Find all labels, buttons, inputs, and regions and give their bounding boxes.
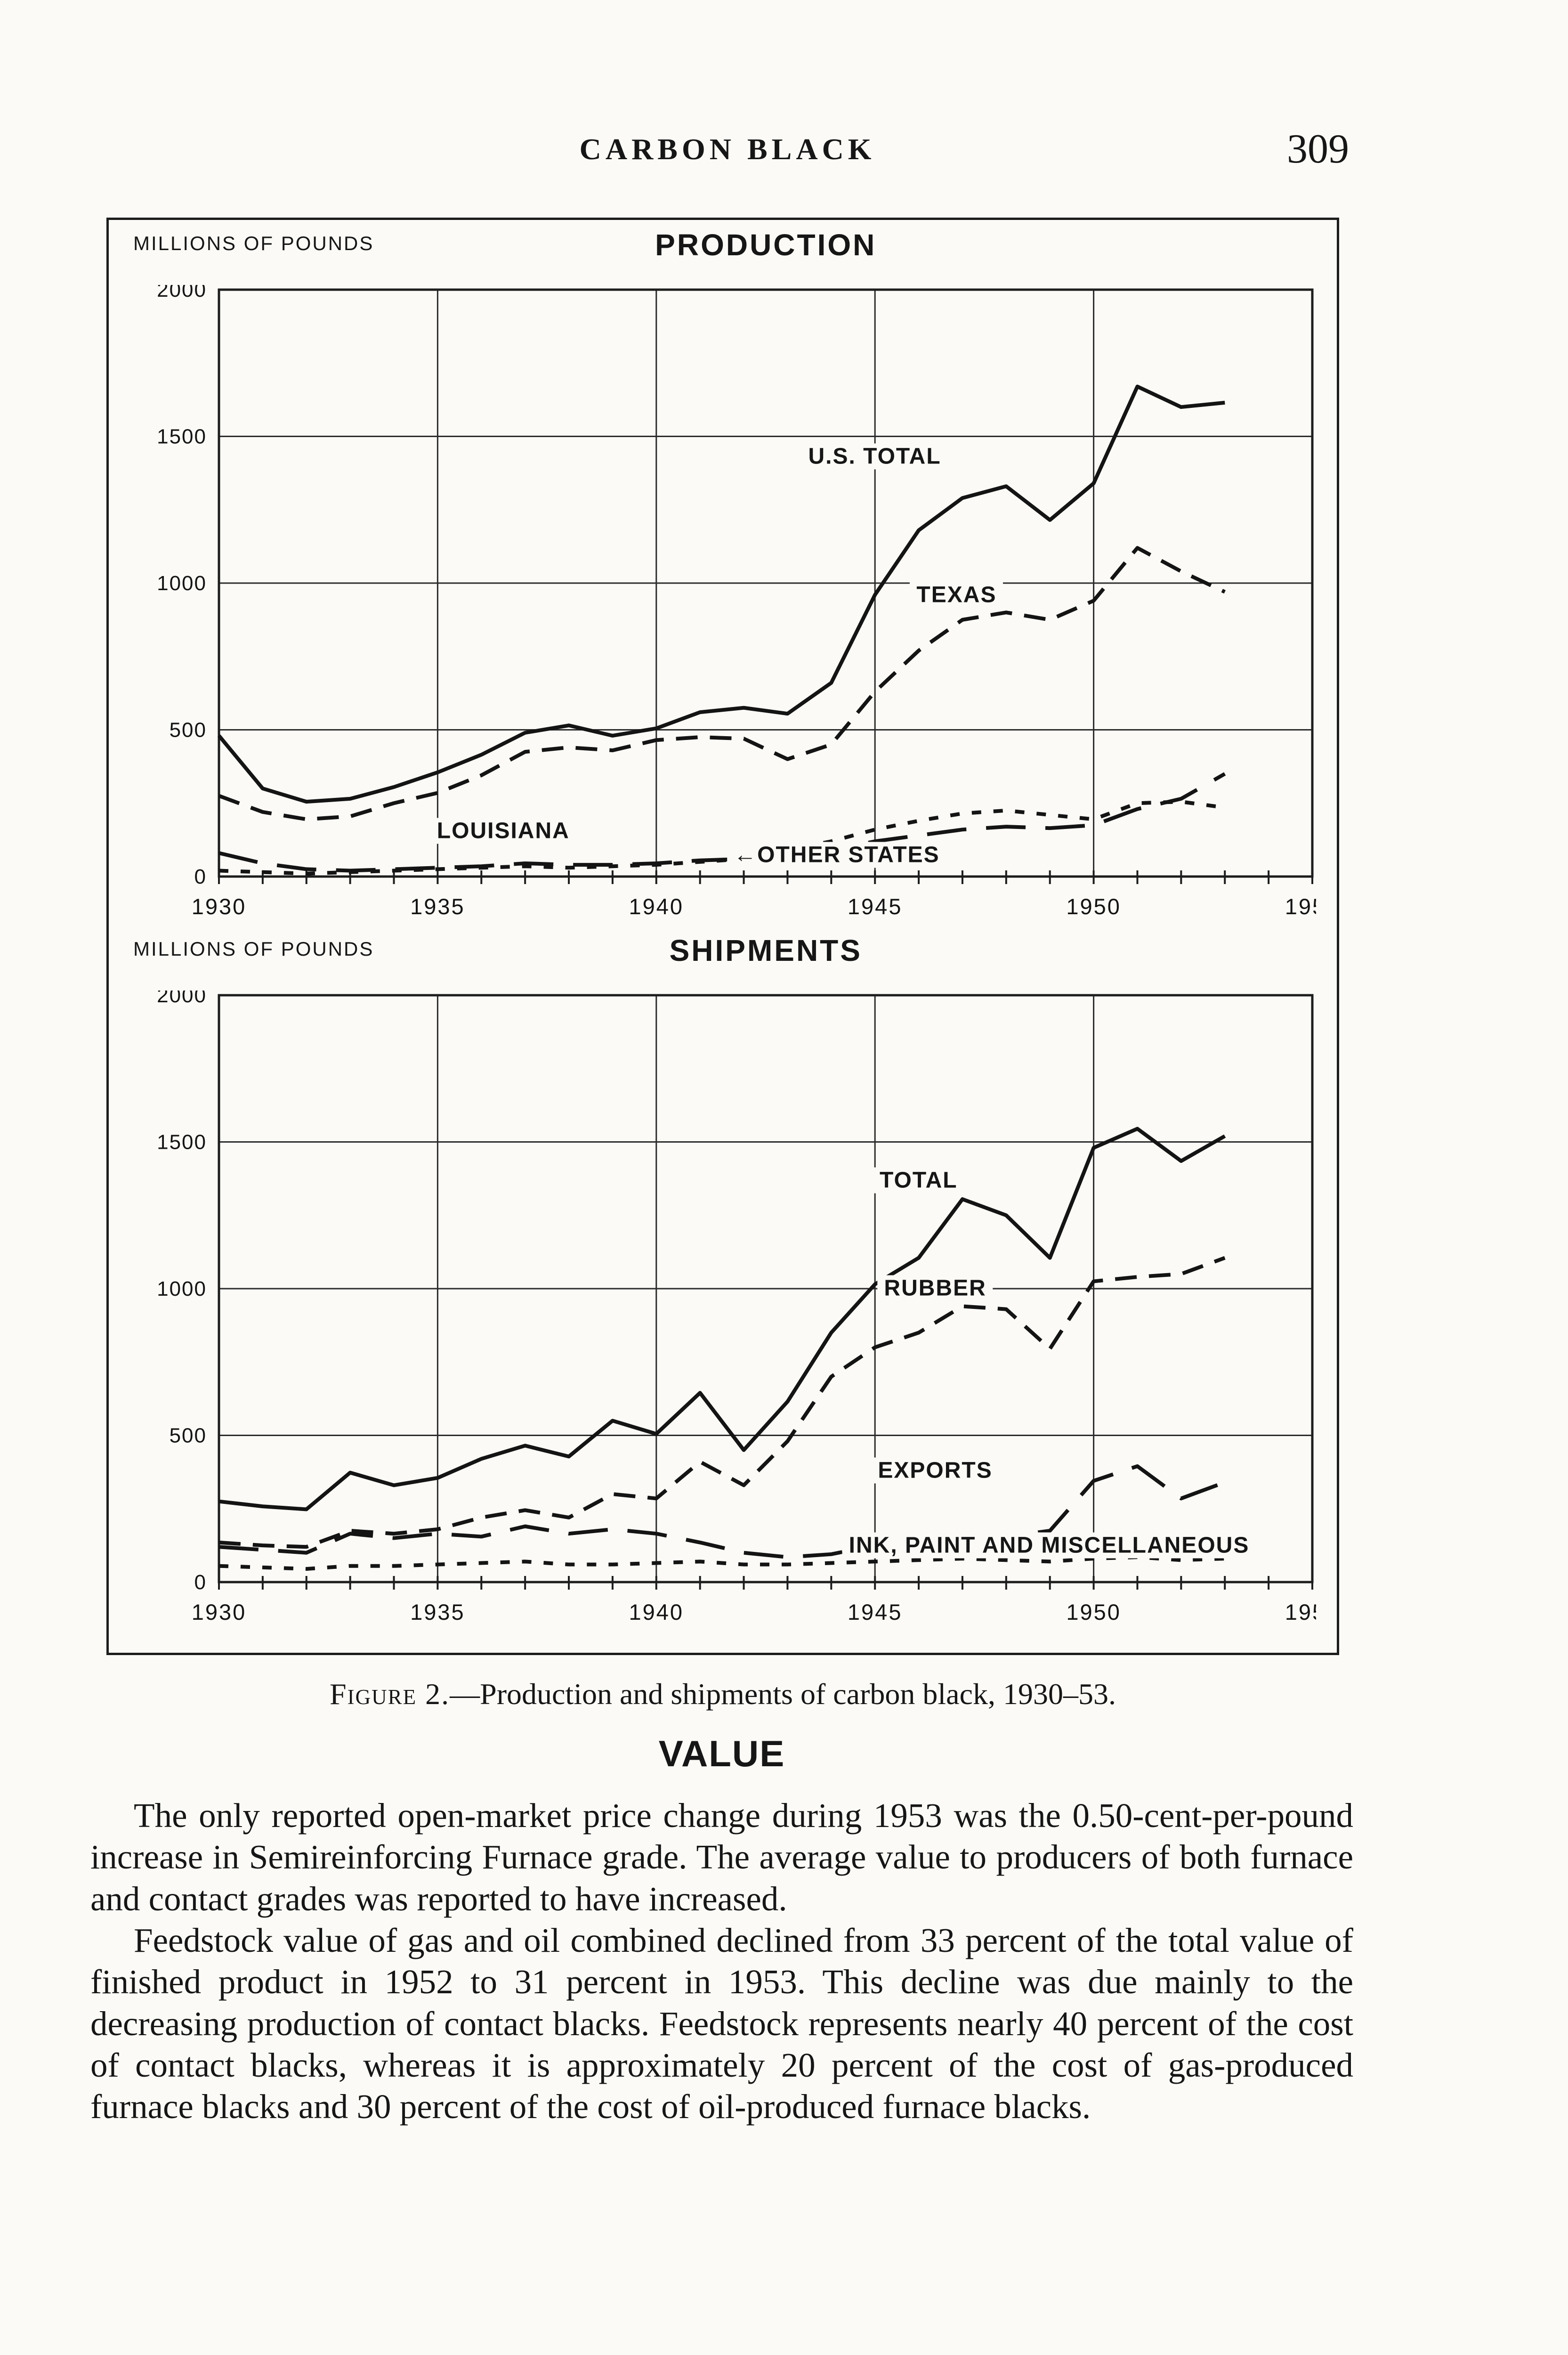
svg-text:1950: 1950	[1066, 1600, 1121, 1624]
figure-caption-label: Figure 2.	[330, 1677, 450, 1711]
series-label-exports: EXPORTS	[871, 1457, 999, 1484]
production-chart: MILLIONS OF POUNDS PRODUCTION 0 500 1000 15…	[109, 220, 1337, 926]
section-heading-value: VALUE	[658, 1733, 785, 1774]
svg-text:500: 500	[170, 719, 207, 742]
svg-text:1500: 1500	[157, 425, 207, 448]
series-label-louisiana: LOUISIANA	[430, 818, 576, 844]
series-label-total: TOTAL	[873, 1167, 964, 1194]
series-label-ink-paint-misc: INK, PAINT AND MISCELLANEOUS	[842, 1532, 1256, 1559]
svg-text:1000: 1000	[157, 572, 207, 595]
svg-text:1500: 1500	[157, 1131, 207, 1154]
series-label-us-total: U.S. TOTAL	[801, 443, 948, 470]
page-number: 309	[1287, 126, 1349, 172]
svg-text:0: 0	[194, 1571, 207, 1594]
svg-text:2000: 2000	[157, 991, 207, 1007]
svg-text:1935: 1935	[410, 894, 465, 919]
y-axis-unit-label: MILLIONS OF POUNDS	[133, 938, 374, 960]
svg-text:1955: 1955	[1285, 894, 1316, 919]
page-header: CARBON BLACK 309	[0, 126, 1568, 188]
svg-text:1955: 1955	[1285, 1600, 1316, 1624]
paragraph-feedstock: Feedstock value of gas and oil combined …	[90, 1921, 1353, 2126]
svg-text:2000: 2000	[157, 285, 207, 301]
shipments-plot: 0 500 1000 1500 2000 1930 1935 1940 1945 1950 1955…	[129, 991, 1316, 1631]
production-plot-svg: 0 500 1000 1500 2000 1930 1935 1940 1945 1950 1955	[157, 285, 1316, 919]
figure-2: MILLIONS OF POUNDS PRODUCTION 0 500 1000 15…	[106, 218, 1339, 1655]
chart-title-production: PRODUCTION	[655, 228, 877, 262]
figure-caption-text: —Production and shipments of carbon blac…	[450, 1677, 1116, 1711]
svg-text:1945: 1945	[848, 894, 903, 919]
svg-text:1950: 1950	[1066, 894, 1121, 919]
body-text-column: VALUE The only reported open-market pric…	[90, 1732, 1353, 2128]
svg-text:500: 500	[170, 1424, 207, 1447]
svg-text:1930: 1930	[192, 1600, 247, 1624]
series-label-texas: TEXAS	[910, 582, 1003, 608]
svg-text:1940: 1940	[629, 1600, 684, 1624]
svg-text:1940: 1940	[629, 894, 684, 919]
production-plot: 0 500 1000 1500 2000 1930 1935 1940 1945 1950 1955…	[129, 285, 1316, 926]
svg-text:0: 0	[194, 865, 207, 888]
svg-text:1945: 1945	[848, 1600, 903, 1624]
production-chart-header: MILLIONS OF POUNDS PRODUCTION	[109, 220, 1337, 285]
series-label-rubber: RUBBER	[877, 1275, 993, 1301]
svg-text:1935: 1935	[410, 1600, 465, 1624]
paragraph-price-change: The only reported open-market price chan…	[90, 1796, 1353, 1918]
chart-title-shipments: SHIPMENTS	[669, 934, 862, 967]
shipments-chart: MILLIONS OF POUNDS SHIPMENTS 0 500 1000 150…	[109, 926, 1337, 1631]
svg-text:1000: 1000	[157, 1277, 207, 1300]
figure-caption: Figure 2.—Production and shipments of ca…	[106, 1677, 1339, 1712]
running-title: CARBON BLACK	[579, 132, 876, 166]
svg-text:1930: 1930	[192, 894, 247, 919]
shipments-chart-header: MILLIONS OF POUNDS SHIPMENTS	[109, 926, 1337, 991]
shipments-plot-svg: 0 500 1000 1500 2000 1930 1935 1940 1945 1950 1955	[157, 991, 1316, 1624]
y-axis-unit-label: MILLIONS OF POUNDS	[133, 232, 374, 254]
series-label-other-states: ←OTHER STATES	[727, 842, 946, 868]
